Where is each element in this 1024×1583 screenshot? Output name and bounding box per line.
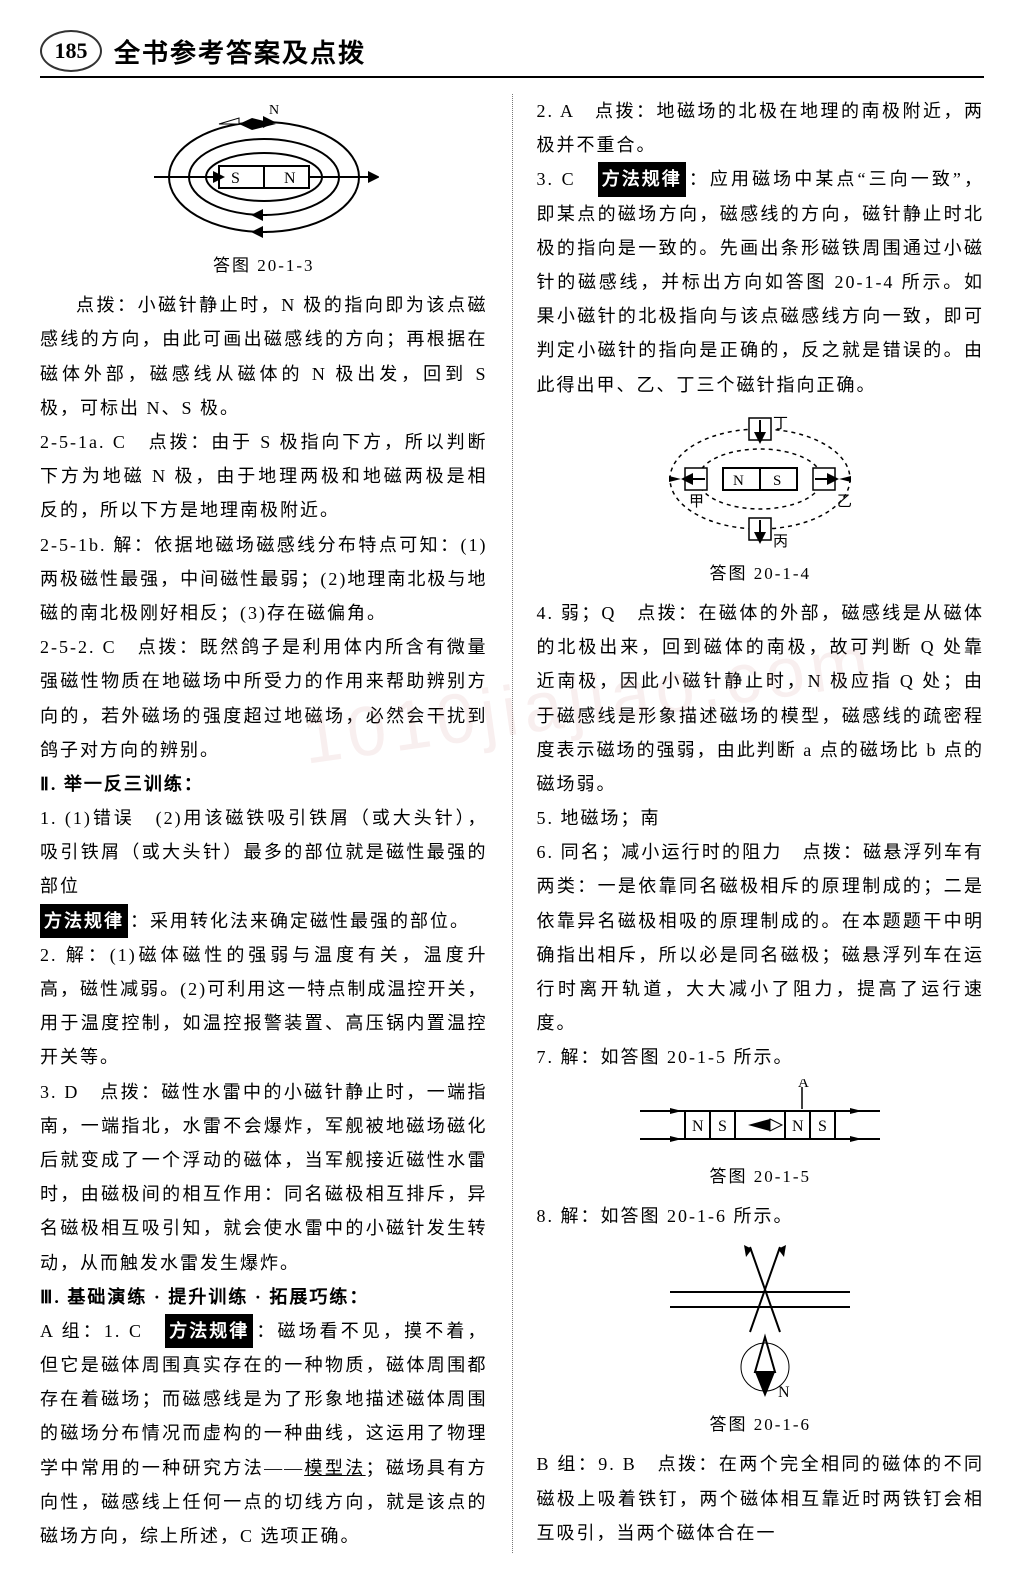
left-p2: 2-5-1a. C 点拨：由于 S 极指向下方，所以判断下方为地磁 N 极，由于… <box>40 425 488 528</box>
fig1-N-label: N <box>284 170 298 187</box>
fig2-S: S <box>773 473 783 489</box>
fig3-N2: N <box>792 1118 806 1135</box>
figure-20-1-5: N S N S A <box>630 1079 890 1159</box>
method-rule-label-3: 方法规律 <box>598 162 686 196</box>
two-column-layout: S N N 答图 20-1-3 点拨：小磁针静止时，N 极的指向即为该点磁感 <box>40 94 984 1553</box>
page-root: 185 全书参考答案及点拨 S N <box>0 0 1024 1583</box>
left-p1: 点拨：小磁针静止时，N 极的指向即为该点磁感线的方向，由此可画出磁感线的方向；再… <box>40 288 488 425</box>
left-p5b: 方法规律：采用转化法来确定磁性最强的部位。 <box>40 904 488 938</box>
section-3-head: Ⅲ. 基础演练 · 提升训练 · 拓展巧练： <box>40 1280 488 1314</box>
fig1-S-label: S <box>231 170 242 187</box>
right-p2b: ：应用磁场中某点“三向一致”，即某点的磁场方向，磁感线的方向，磁针静止时北极的指… <box>537 169 985 394</box>
fig2-N: N <box>733 473 746 489</box>
fig2-jia: 甲 <box>689 494 706 510</box>
left-p7: 3. D 点拨：磁性水雷中的小磁针静止时，一端指南，一端指北，水雷不会爆炸，军舰… <box>40 1075 488 1280</box>
section-2-head: Ⅱ. 举一反三训练： <box>40 767 488 801</box>
right-p7: 8. 解：如答图 20-1-6 所示。 <box>537 1199 985 1233</box>
left-column: S N N 答图 20-1-3 点拨：小磁针静止时，N 极的指向即为该点磁感 <box>40 94 488 1553</box>
fig2-bing: 丙 <box>773 534 790 550</box>
method-rule-label-1: 方法规律 <box>40 904 128 938</box>
right-p2a: 3. C <box>537 169 598 189</box>
right-p1: 2. A 点拨：地磁场的北极在地理的南极附近，两极并不重合。 <box>537 94 985 162</box>
left-p6: 2. 解：(1)磁体磁性的强弱与温度有关，温度升高，磁性减弱。(2)可利用这一特… <box>40 938 488 1075</box>
figure-20-1-5-caption: 答图 20-1-5 <box>537 1161 985 1193</box>
method-rule-label-2: 方法规律 <box>165 1314 253 1348</box>
figure-20-1-4: N S 丁 甲 乙 <box>645 406 875 556</box>
left-p5b-text: ：采用转化法来确定磁性最强的部位。 <box>130 911 470 931</box>
page-number-badge: 185 <box>40 30 102 72</box>
left-p8a: A 组：1. C <box>40 1321 165 1341</box>
right-p4: 5. 地磁场；南 <box>537 801 985 835</box>
fig3-S1: S <box>718 1118 729 1135</box>
left-p8: A 组：1. C 方法规律：磁场看不见，摸不着，但它是磁体周围真实存在的一种物质… <box>40 1314 488 1553</box>
page-number: 185 <box>55 38 88 64</box>
right-p2: 3. C 方法规律：应用磁场中某点“三向一致”，即某点的磁场方向，磁感线的方向，… <box>537 162 985 401</box>
fig3-A: A <box>798 1079 811 1091</box>
left-p8-underline: 模型法 <box>304 1458 366 1478</box>
header-title: 全书参考答案及点拨 <box>114 33 366 70</box>
left-p3: 2-5-1b. 解：依据地磁场磁感线分布特点可知：(1)两极磁性最强，中间磁性最… <box>40 528 488 631</box>
right-p3: 4. 弱；Q 点拨：在磁体的外部，磁感线是从磁体的北极出来，回到磁体的南极，故可… <box>537 596 985 801</box>
right-column: 2. A 点拨：地磁场的北极在地理的南极附近，两极并不重合。 3. C 方法规律… <box>537 94 985 1553</box>
page-header: 185 全书参考答案及点拨 <box>40 30 984 78</box>
fig3-N1: N <box>692 1118 706 1135</box>
left-p4: 2-5-2. C 点拨：既然鸽子是利用体内所含有微量强磁性物质在地磁场中所受力的… <box>40 630 488 767</box>
left-p5: 1. (1)错误 (2)用该磁铁吸引铁屑（或大头针），吸引铁屑（或大头针）最多的… <box>40 801 488 904</box>
right-p8: B 组：9. B 点拨：在两个完全相同的磁体的不同磁极上吸着铁钉，两个磁体相互靠… <box>537 1447 985 1550</box>
right-p5: 6. 同名；减小运行时的阻力 点拨：磁悬浮列车有两类：一是依靠同名磁极相斥的原理… <box>537 835 985 1040</box>
figure-20-1-4-caption: 答图 20-1-4 <box>537 558 985 590</box>
column-divider <box>512 94 513 1553</box>
fig1-Ntop-label: N <box>269 103 281 118</box>
left-p8b: ：磁场看不见，摸不着，但它是磁体周围真实存在的一种物质，磁体周围都存在着磁场；而… <box>40 1321 488 1478</box>
right-p6: 7. 解：如答图 20-1-5 所示。 <box>537 1040 985 1074</box>
fig2-yi: 乙 <box>837 494 854 510</box>
figure-20-1-6-caption: 答图 20-1-6 <box>537 1409 985 1441</box>
figure-20-1-3: S N N <box>149 98 379 248</box>
fig3-S2: S <box>818 1118 829 1135</box>
figure-20-1-6: N <box>660 1237 860 1407</box>
figure-20-1-3-caption: 答图 20-1-3 <box>40 250 488 282</box>
fig2-ding: 丁 <box>773 416 790 432</box>
fig4-N: N <box>778 1384 792 1401</box>
